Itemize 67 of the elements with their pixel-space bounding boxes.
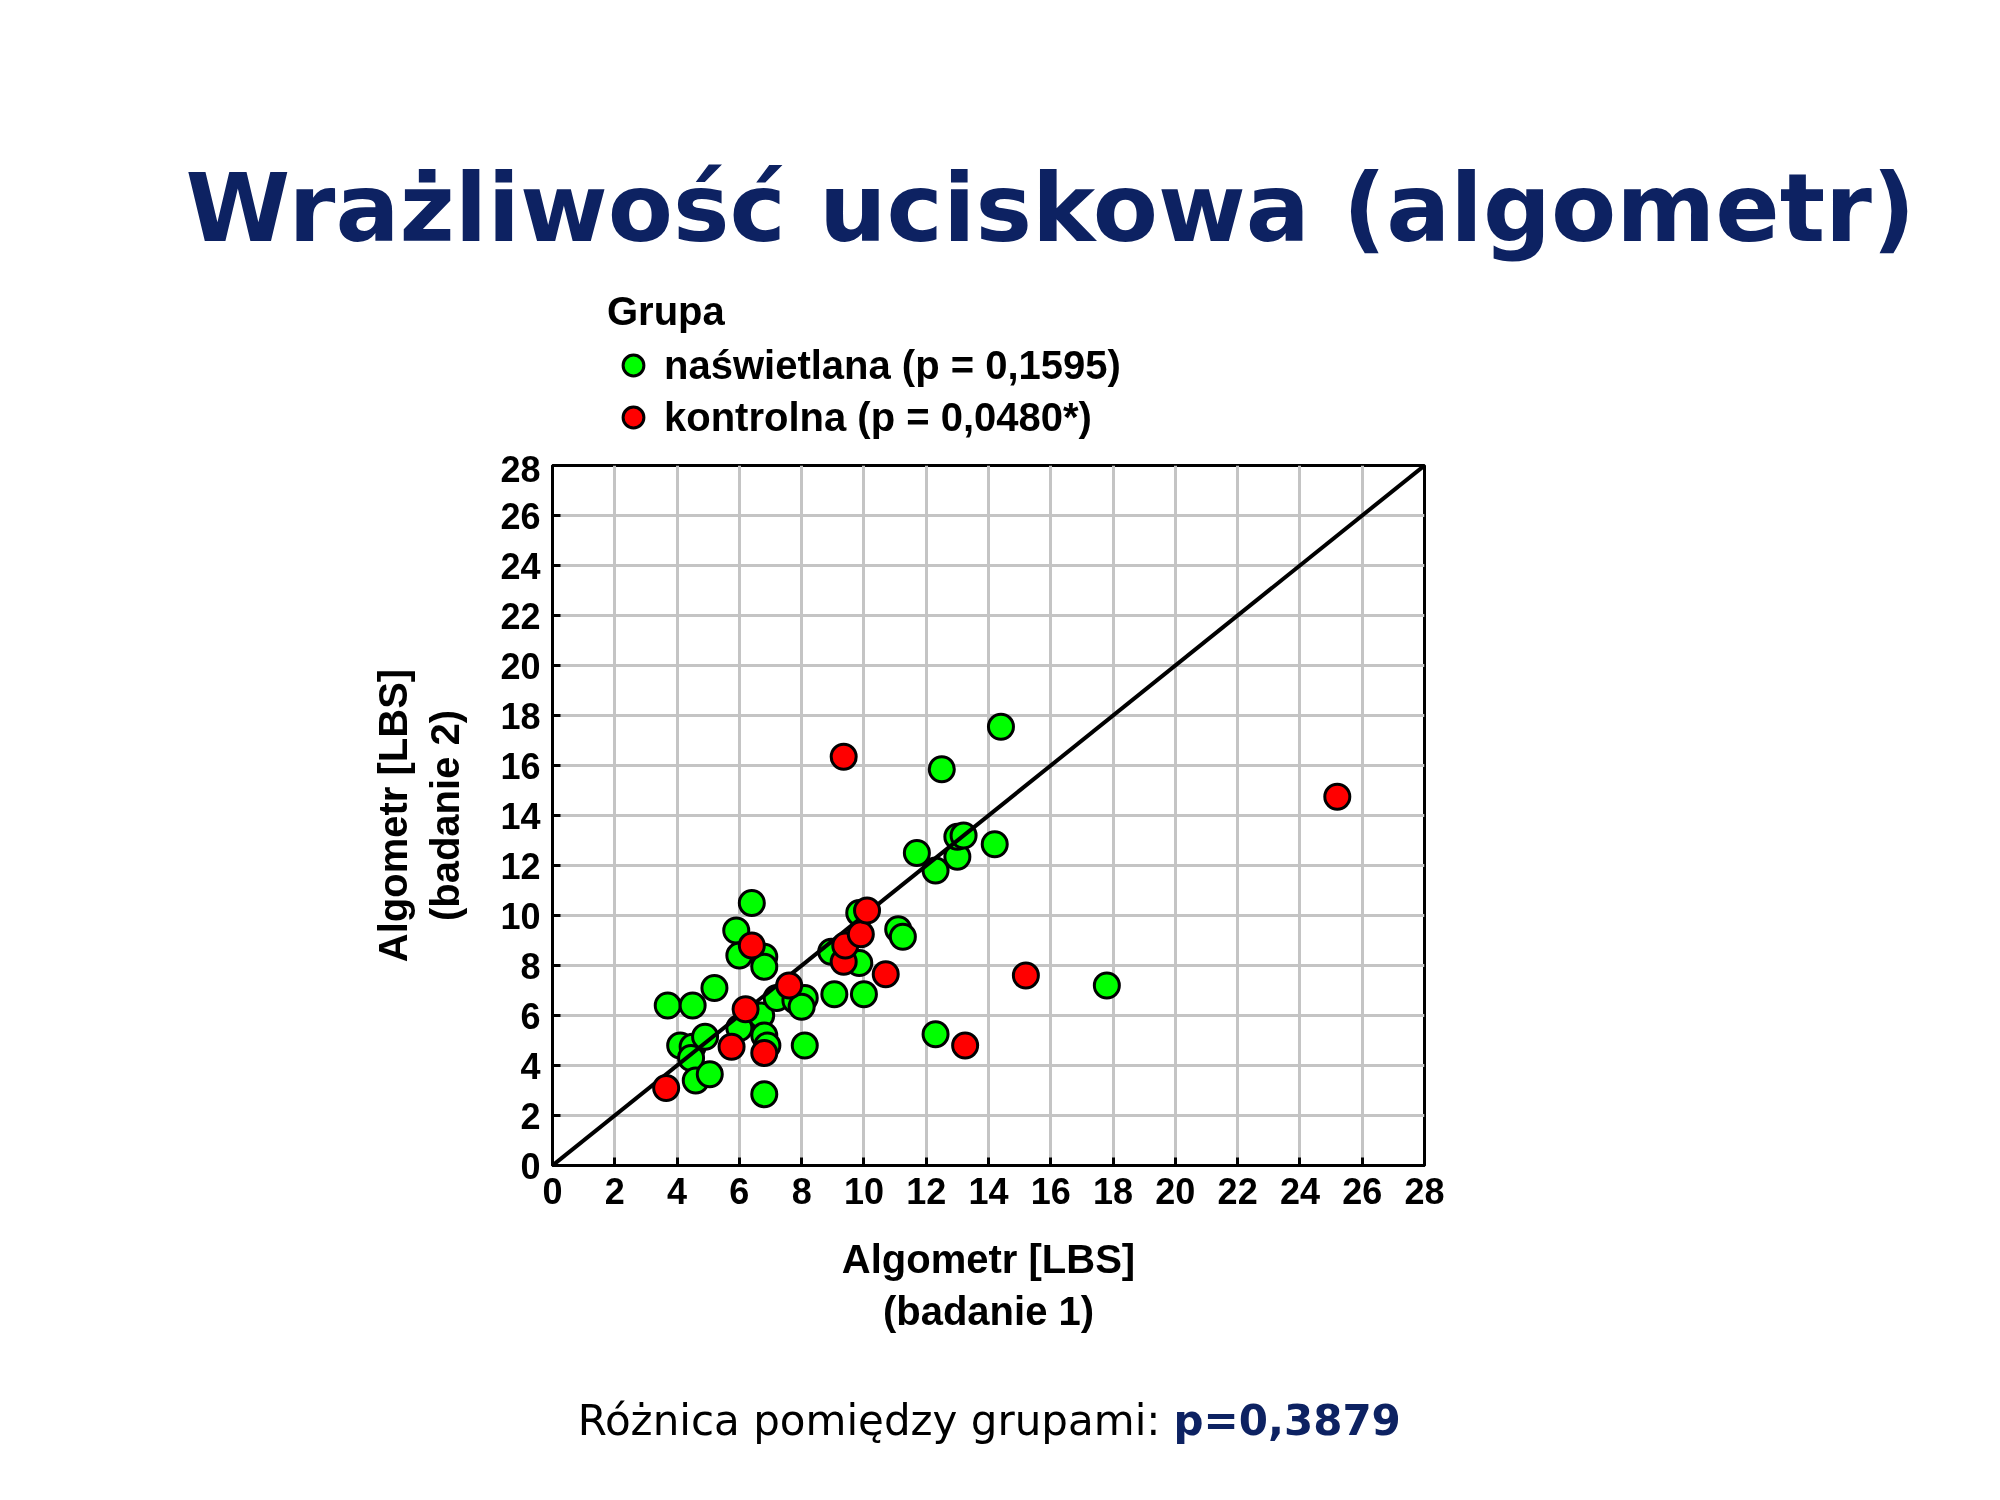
- x-tick-label: 6: [729, 1170, 750, 1212]
- point: [775, 971, 804, 1000]
- y-tick-label: 8: [520, 945, 541, 987]
- point: [820, 980, 849, 1009]
- x-tick-label: 2: [604, 1170, 625, 1212]
- point: [750, 1080, 779, 1109]
- x-tick-label: 18: [1093, 1170, 1134, 1212]
- point: [927, 755, 956, 784]
- point: [829, 742, 858, 771]
- y-tick-label: 4: [520, 1045, 541, 1087]
- y-tick-label: 22: [500, 595, 541, 637]
- x-tick-label: 8: [791, 1170, 812, 1212]
- point: [750, 1039, 779, 1067]
- point: [1323, 782, 1352, 811]
- point: [787, 992, 816, 1021]
- y-tick-label: 10: [500, 895, 541, 937]
- y-tick-label: 18: [500, 695, 541, 737]
- point: [678, 991, 707, 1020]
- point: [846, 920, 875, 949]
- point: [853, 896, 882, 925]
- legend-label: naświetlana (p = 0,1595): [664, 341, 1121, 389]
- point: [980, 830, 1009, 859]
- y-tick-label: 28: [500, 448, 541, 490]
- y-tick-label: 16: [500, 745, 541, 787]
- point: [737, 931, 766, 960]
- point: [750, 952, 779, 981]
- point: [849, 980, 878, 1009]
- point: [921, 1020, 950, 1049]
- point: [1092, 971, 1121, 1000]
- y-tick-label: 24: [500, 545, 541, 587]
- x-tick-label: 26: [1342, 1170, 1383, 1212]
- point: [652, 1074, 681, 1102]
- x-tick-label: 10: [843, 1170, 884, 1212]
- x-tick-label: 12: [906, 1170, 947, 1212]
- y-axis-title: Algometr [LBS] (badanie 2): [370, 668, 468, 963]
- y-tick-label: 14: [500, 795, 541, 837]
- y-tick-label: 26: [500, 495, 541, 537]
- x-tick-label: 28: [1404, 1170, 1445, 1212]
- x-tick-label: 22: [1217, 1170, 1258, 1212]
- x-tick-label: 4: [667, 1170, 688, 1212]
- point: [737, 889, 766, 917]
- y-tick-label: 20: [500, 645, 541, 687]
- point: [986, 712, 1015, 741]
- point: [695, 1060, 724, 1089]
- point: [902, 839, 931, 867]
- chart-title: Wrażliwość uciskowa (algometr): [185, 153, 1916, 263]
- y-tick-label: 2: [520, 1095, 541, 1137]
- point: [700, 974, 729, 1002]
- x-tick-label: 20: [1155, 1170, 1196, 1212]
- legend-title: Grupa: [607, 289, 726, 334]
- x-tick-label: 16: [1030, 1170, 1071, 1212]
- point: [951, 1031, 980, 1060]
- x-axis-title: Algometr [LBS] (badanie 1): [841, 1236, 1136, 1334]
- x-tick-label: 24: [1279, 1170, 1320, 1212]
- point: [731, 995, 760, 1024]
- y-tick-label: 12: [500, 845, 541, 887]
- point: [1011, 961, 1040, 990]
- x-tick-label: 14: [968, 1170, 1009, 1212]
- y-tick-label: 6: [520, 995, 541, 1037]
- text: Różnica pomiędzy grupami:: [577, 1396, 1161, 1445]
- point: [717, 1032, 746, 1061]
- point: [871, 960, 900, 989]
- text: p=0,3879: [1173, 1396, 1401, 1445]
- point: [790, 1031, 819, 1060]
- legend-label: kontrolna (p = 0,0480*): [664, 393, 1092, 441]
- point: [888, 922, 917, 951]
- point: [653, 991, 682, 1020]
